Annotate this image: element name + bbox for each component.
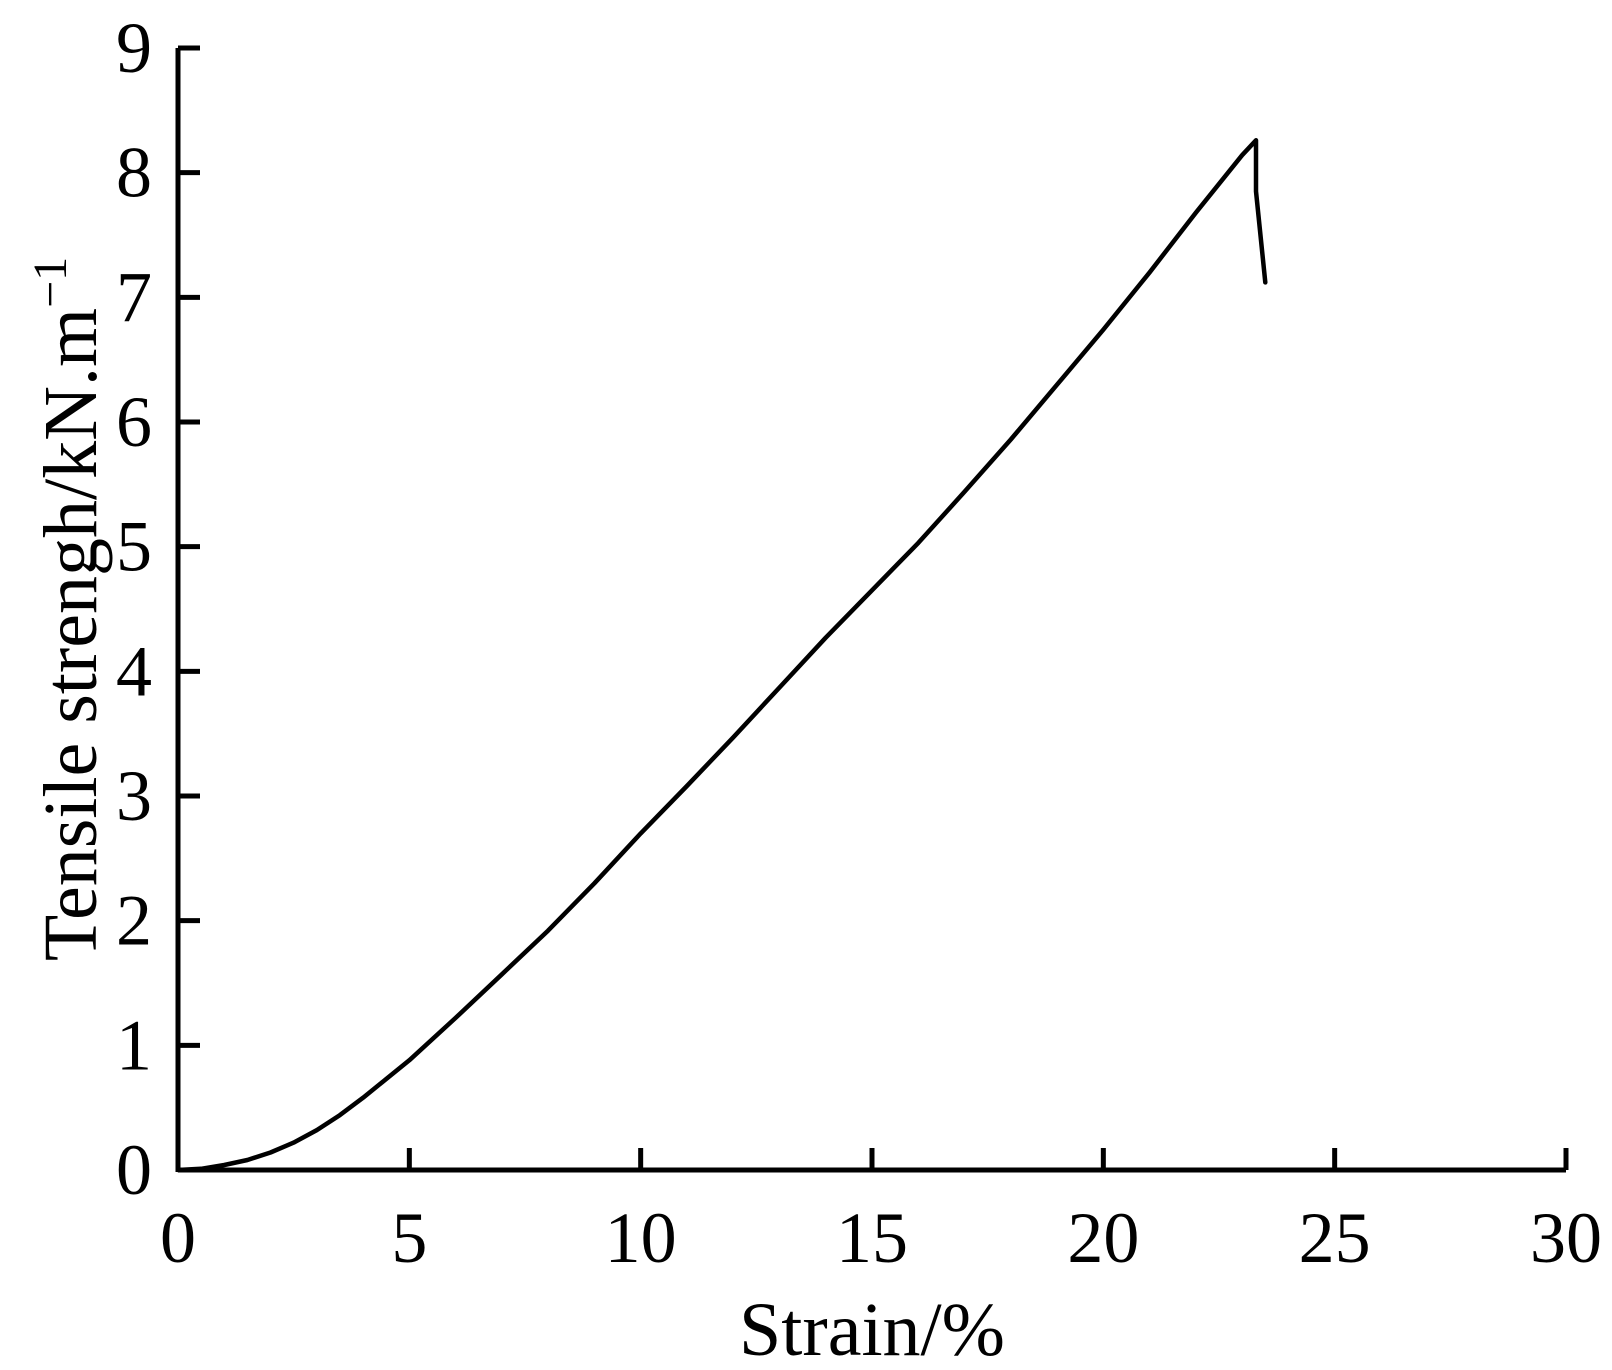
x-tick-label: 0 xyxy=(160,1198,196,1278)
x-tick-label: 20 xyxy=(1067,1198,1139,1278)
y-tick-label: 9 xyxy=(116,8,152,88)
x-tick-label: 10 xyxy=(605,1198,677,1278)
y-axis-ticks: 0 1 2 3 4 5 6 7 8 9 xyxy=(116,8,200,1210)
y-axis-title: Tensile strengh/kN.m−1 xyxy=(24,257,113,961)
y-tick-label: 1 xyxy=(116,1005,152,1085)
x-tick-label: 15 xyxy=(836,1198,908,1278)
y-axis-title-superscript: −1 xyxy=(24,257,77,308)
y-tick-label: 5 xyxy=(116,507,152,587)
x-tick-label: 25 xyxy=(1299,1198,1371,1278)
y-tick-label: 7 xyxy=(116,257,152,337)
tensile-strength-curve xyxy=(175,138,1268,1173)
y-tick-label: 0 xyxy=(116,1130,152,1210)
x-tick-label: 30 xyxy=(1530,1198,1602,1278)
x-tick-label: 5 xyxy=(391,1198,427,1278)
y-axis-title-text: Tensile strengh/kN.m xyxy=(29,308,113,961)
x-axis-title: Strain/% xyxy=(739,1288,1005,1370)
y-tick-label: 2 xyxy=(116,881,152,961)
y-tick-label: 8 xyxy=(116,133,152,213)
y-tick-label: 4 xyxy=(116,631,152,711)
y-tick-label: 6 xyxy=(116,382,152,462)
x-axis-ticks: 0 5 10 15 20 25 30 xyxy=(160,1148,1602,1278)
y-tick-label: 3 xyxy=(116,756,152,836)
